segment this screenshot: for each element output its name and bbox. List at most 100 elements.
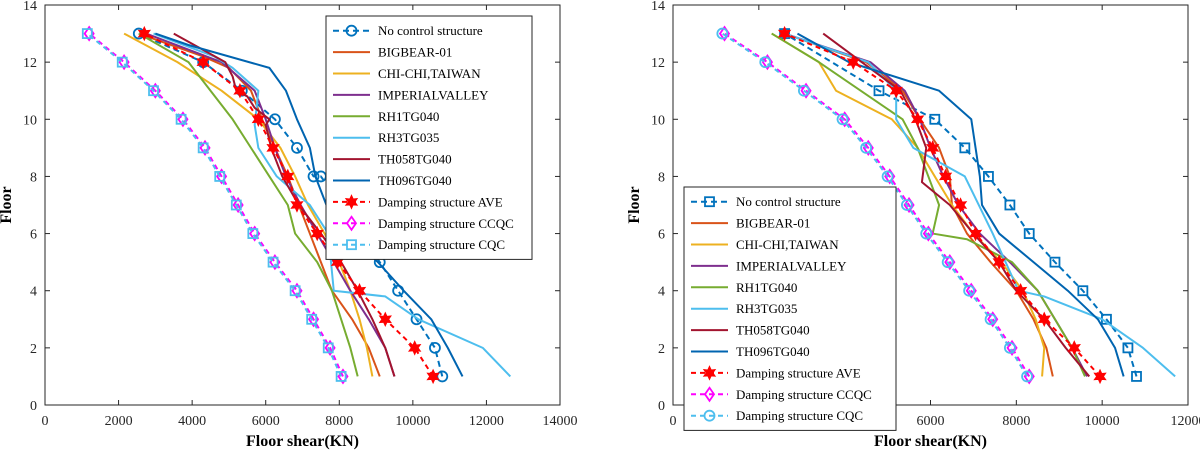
- data-point: [900, 199, 913, 211]
- y-tick-label: 12: [23, 56, 37, 71]
- y-tick-label: 0: [658, 399, 665, 414]
- data-point: [1093, 368, 1107, 385]
- legend-label: RH3TG035: [378, 130, 439, 145]
- legend-item-th058tg040: TH058TG040: [333, 152, 452, 167]
- data-point: [1003, 341, 1016, 354]
- data-point: [267, 256, 279, 268]
- series-line: [721, 32, 1028, 377]
- data-point: [197, 142, 209, 154]
- legend-label: Damping structure CQC: [736, 408, 863, 423]
- legend-marker: [345, 215, 358, 232]
- legend-label: Damping structure AVE: [378, 194, 503, 209]
- data-point: [959, 142, 971, 154]
- series-damping-structure-ave: [777, 25, 1107, 385]
- y-tick-label: 10: [651, 113, 665, 128]
- legend: No control structure BIGBEAR-01 CHI-CHI,TA…: [325, 15, 533, 260]
- data-point: [777, 25, 792, 42]
- x-tick-label: 10000: [1085, 414, 1120, 429]
- data-point: [408, 340, 422, 356]
- legend-item-rh1tg040: RH1TG040: [691, 280, 797, 295]
- series-line: [771, 32, 1046, 377]
- y-tick-label: 2: [30, 342, 37, 357]
- data-point: [1004, 199, 1016, 211]
- x-tick-label: 8000: [1002, 414, 1030, 429]
- y-tick-label: 6: [658, 228, 665, 243]
- data-point: [1077, 285, 1089, 297]
- x-tick-label: 4000: [178, 414, 206, 429]
- data-point: [941, 256, 954, 269]
- legend-item-th096tg040: TH096TG040: [333, 173, 452, 188]
- series-line: [88, 32, 344, 377]
- series-chi-chi-taiwan: [123, 32, 374, 377]
- chart-left: 0 2000 4000 6000 8000 10000 12000 14000 0 2 4 6 8 10 1…: [0, 0, 578, 450]
- y-axis-label: Floor: [0, 186, 15, 223]
- x-tick-label: 12000: [1171, 414, 1200, 429]
- data-point: [352, 282, 367, 299]
- series-chi-chi-taiwan: [771, 32, 1046, 377]
- data-point: [797, 84, 810, 97]
- data-point: [281, 168, 295, 185]
- data-point: [1131, 371, 1142, 382]
- data-point: [963, 284, 976, 297]
- legend-label: TH096TG040: [736, 344, 810, 359]
- series-line: [796, 32, 1125, 377]
- legend-item-chi-chi-taiwan: CHI-CHI,TAIWAN: [333, 66, 481, 81]
- chart-right: 02000400060008000100001200002468101214Fl…: [626, 0, 1200, 450]
- legend-item-chi-chi-taiwan: CHI-CHI,TAIWAN: [691, 237, 839, 252]
- legend-item-damping-structure-ave: Damping structure AVE: [333, 194, 503, 210]
- legend-label: RH1TG040: [378, 109, 439, 124]
- legend-label: TH096TG040: [378, 173, 452, 188]
- legend-item-damping-structure-ave: Damping structure AVE: [691, 365, 861, 381]
- legend-label: RH3TG035: [736, 301, 797, 316]
- data-point: [953, 197, 968, 213]
- legend-label: No control structure: [378, 23, 483, 38]
- legend-label: Damping structure AVE: [736, 365, 861, 380]
- legend-item-rh1tg040: RH1TG040: [333, 109, 439, 124]
- data-point: [992, 254, 1006, 270]
- legend-label: Damping structure CQC: [378, 237, 505, 252]
- data-point: [310, 225, 324, 242]
- series-damping-structure-cqc: [716, 27, 1033, 383]
- x-tick-label: 0: [670, 414, 677, 429]
- data-point: [378, 311, 392, 328]
- y-tick-label: 12: [651, 56, 665, 71]
- legend-item-rh3tg035: RH3TG035: [333, 130, 439, 145]
- legend-label: No control structure: [736, 194, 841, 209]
- data-point: [836, 113, 849, 126]
- data-point: [846, 54, 860, 70]
- data-point: [929, 113, 941, 125]
- series-th096tg040: [796, 32, 1125, 377]
- legend-item-bigbear-01: BIGBEAR-01: [333, 45, 452, 60]
- legend-marker: [702, 365, 717, 381]
- data-point: [426, 368, 440, 385]
- data-point: [983, 171, 994, 182]
- data-point: [925, 140, 940, 156]
- data-point: [289, 285, 301, 297]
- legend-item-rh3tg035: RH3TG035: [691, 301, 797, 316]
- legend-label: BIGBEAR-01: [736, 216, 810, 231]
- legend-label: TH058TG040: [736, 323, 810, 338]
- y-tick-label: 10: [23, 113, 37, 128]
- y-axis-label: Floor: [626, 186, 643, 223]
- legend-item-imperialvalley: IMPERIALVALLEY: [333, 87, 489, 102]
- series-line: [723, 32, 1031, 377]
- legend-item-damping-structure-ccqc: Damping structure CCQC: [691, 386, 872, 403]
- legend: No control structure BIGBEAR-01 CHI-CHI,TA…: [683, 186, 897, 431]
- data-point: [860, 141, 873, 154]
- legend-label: RH1TG040: [736, 280, 797, 295]
- legend-marker: [703, 386, 716, 403]
- data-point: [233, 82, 247, 99]
- x-tick-label: 12000: [469, 414, 504, 429]
- data-point: [968, 225, 983, 242]
- series-line: [784, 32, 1176, 378]
- series-rh1tg040: [138, 32, 359, 377]
- data-point: [436, 370, 449, 383]
- legend-marker: [346, 239, 357, 251]
- legend-label: IMPERIALVALLEY: [378, 87, 489, 102]
- legend-marker: [704, 196, 715, 208]
- series-line: [138, 32, 359, 377]
- series-line: [155, 32, 464, 377]
- data-point: [881, 170, 894, 183]
- data-point: [306, 313, 318, 325]
